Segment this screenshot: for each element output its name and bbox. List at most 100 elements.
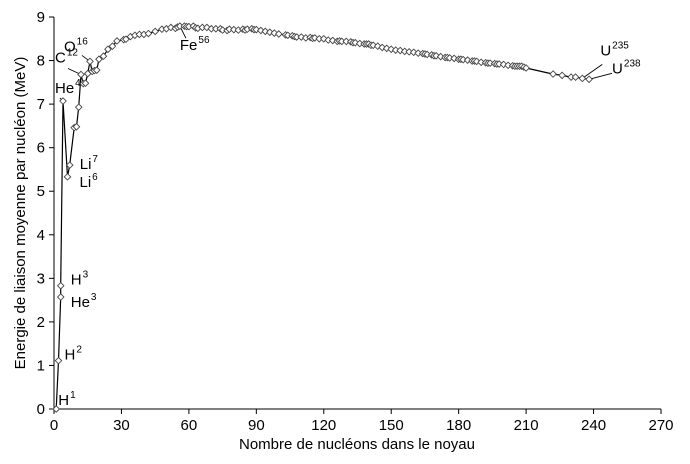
isotope-label: Li7 [80, 154, 99, 173]
data-point [218, 26, 227, 34]
data-point [59, 97, 67, 105]
y-tick-label: 3 [37, 270, 45, 287]
data-point [328, 36, 337, 45]
annotation-leader [582, 64, 603, 79]
y-axis-ticks: 0 1 2 3 4 5 6 7 8 9 [37, 9, 54, 418]
y-tick-label: 2 [37, 314, 45, 331]
data-point [56, 293, 65, 301]
isotope-element: H [64, 347, 75, 364]
y-tick-label: 5 [37, 183, 45, 200]
y-tick-label: 8 [37, 53, 45, 70]
x-tick-label: 0 [50, 417, 58, 434]
x-tick-label: 150 [379, 417, 404, 434]
isotope-label: U235 [600, 40, 629, 59]
x-tick-label: 210 [514, 417, 539, 434]
isotope-mass-number: 3 [91, 292, 97, 303]
isotope-mass-number: 238 [624, 58, 641, 69]
y-tick-label: 9 [37, 9, 45, 26]
isotope-element: C [55, 49, 66, 66]
data-point [52, 405, 61, 413]
data-point [459, 55, 467, 64]
isotope-element: H [71, 272, 82, 289]
data-point [477, 58, 485, 67]
data-point [283, 31, 292, 40]
isotope-label: Fe56 [180, 35, 210, 54]
x-tick-label: 180 [446, 417, 471, 434]
data-point [391, 46, 400, 54]
isotope-label: H3 [71, 270, 89, 289]
isotope-mass-number: 16 [77, 36, 89, 47]
isotope-label: He4 [55, 78, 81, 97]
data-point [405, 48, 414, 56]
data-point [230, 25, 238, 34]
data-point [495, 60, 503, 68]
data-point [151, 27, 160, 36]
data-point [77, 70, 85, 79]
data-point [270, 29, 279, 37]
data-point [409, 48, 418, 57]
data-point [486, 59, 494, 68]
data-point [63, 173, 72, 181]
isotope-mass-number: 3 [83, 270, 89, 281]
isotope-element: Fe [180, 37, 198, 54]
data-point [92, 66, 101, 74]
data-point [86, 57, 94, 66]
x-axis-ticks: 0 30 60 90 120 150 180 210 240 270 [50, 409, 674, 434]
isotope-element: O [64, 38, 76, 55]
y-tick-label: 4 [37, 227, 45, 244]
isotope-mass-number: 235 [612, 40, 629, 51]
data-point [104, 45, 112, 54]
data-point [256, 26, 265, 35]
data-point [122, 35, 130, 44]
y-tick-label: 1 [37, 357, 45, 374]
data-point [113, 37, 121, 45]
data-point [261, 27, 270, 36]
data-point [522, 64, 530, 72]
data-point [99, 52, 108, 61]
x-tick-label: 270 [648, 417, 673, 434]
x-tick-label: 240 [581, 417, 606, 434]
isotope-label: C12 [55, 47, 78, 66]
isotope-mass-number: 12 [67, 47, 79, 58]
data-point [355, 39, 364, 48]
data-point [324, 36, 333, 44]
data-point [54, 356, 63, 365]
isotope-element: He [55, 80, 74, 97]
isotope-element: U [600, 42, 611, 59]
isotope-label: Li6 [79, 172, 98, 191]
isotope-element: U [612, 60, 623, 77]
data-point [558, 71, 566, 80]
data-point [310, 34, 319, 42]
data-point [342, 37, 351, 46]
isotope-mass-number: 2 [76, 345, 82, 356]
isotope-element: He [71, 294, 90, 311]
x-tick-label: 30 [113, 417, 130, 434]
isotope-mass-number: 1 [70, 390, 76, 401]
isotope-label: O16 [64, 36, 88, 55]
data-point [400, 47, 409, 56]
data-point [396, 46, 405, 55]
data-point [549, 70, 557, 78]
y-tick-label: 0 [37, 401, 45, 418]
isotope-element: Li [79, 174, 91, 191]
data-point [423, 50, 432, 59]
series-line [55, 25, 590, 410]
data-point [445, 54, 454, 62]
data-point [56, 281, 65, 290]
data-point [414, 49, 423, 57]
data-point [578, 74, 587, 83]
isotope-label: He3 [71, 292, 97, 311]
data-point [72, 122, 81, 131]
isotope-label: U238 [612, 58, 641, 77]
y-tick-label: 7 [37, 96, 45, 113]
data-point [571, 73, 580, 81]
data-point [225, 25, 234, 34]
data-point [504, 61, 512, 70]
data-point [274, 30, 283, 38]
data-point [108, 42, 117, 51]
data-point [144, 29, 153, 38]
x-tick-label: 120 [311, 417, 336, 434]
data-point [81, 79, 90, 88]
